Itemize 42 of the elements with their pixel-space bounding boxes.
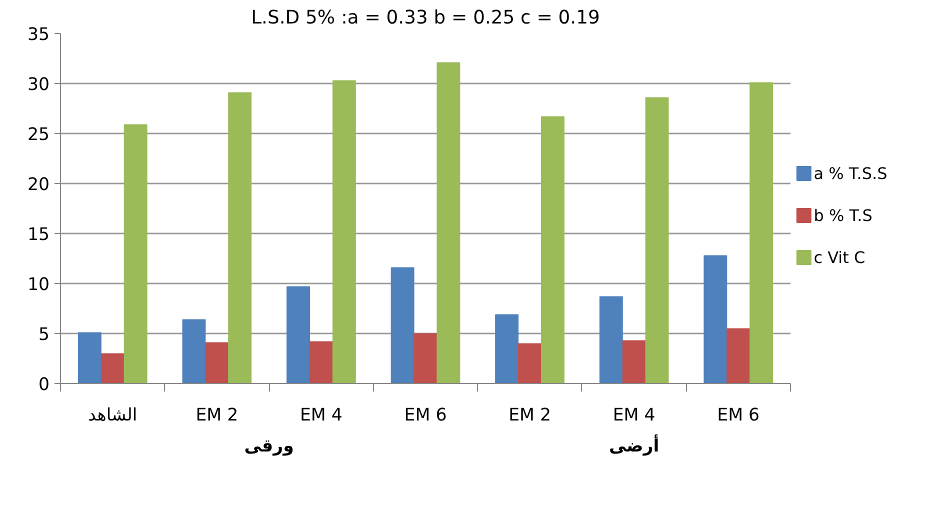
text: ورقى <box>244 436 294 456</box>
bar <box>124 124 148 384</box>
bar <box>726 328 750 384</box>
bar <box>599 296 623 384</box>
bar <box>390 267 414 384</box>
y-tick-label: 10 <box>27 275 50 295</box>
bar <box>622 340 646 384</box>
x-tick-label: EM 2 <box>508 406 552 426</box>
y-tick-label: 30 <box>27 75 50 95</box>
y-tick-label: 0 <box>38 375 50 395</box>
bar <box>309 341 333 384</box>
y-tick-label: 35 <box>27 25 50 45</box>
y-tick-label: 25 <box>27 125 50 145</box>
x-tick-label: EM 4 <box>300 406 342 426</box>
bar <box>414 333 438 384</box>
bar <box>228 92 252 384</box>
bar <box>645 97 669 384</box>
bar <box>436 62 460 384</box>
legend-label: a % T.S.S <box>814 164 888 183</box>
bar <box>750 82 774 384</box>
x-tick-label: EM 6 <box>404 406 447 426</box>
y-tick-label: 20 <box>27 175 50 195</box>
bar <box>332 80 356 384</box>
legend-label: c Vit C <box>814 248 866 267</box>
x-tick-label: EM 6 <box>717 406 760 426</box>
bar <box>518 343 542 384</box>
bar <box>182 319 206 384</box>
y-tick-label: 15 <box>27 225 50 245</box>
bar <box>704 255 728 384</box>
bar <box>495 314 519 384</box>
text: أرضى <box>608 434 660 456</box>
y-tick-label: 5 <box>38 325 50 345</box>
x-tick-label: EM 2 <box>196 406 238 426</box>
chart-title: L.S.D 5% :a = 0.33 b = 0.25 c = 0.19 <box>251 8 600 28</box>
legend-label: b % T.S <box>814 206 872 225</box>
bar <box>541 116 564 384</box>
bar <box>78 332 102 384</box>
bar <box>205 342 229 384</box>
x-tick-label: الشاهد <box>88 406 138 426</box>
bar <box>100 353 124 384</box>
x-tick-label: EM 4 <box>612 406 656 426</box>
bar <box>286 286 310 384</box>
